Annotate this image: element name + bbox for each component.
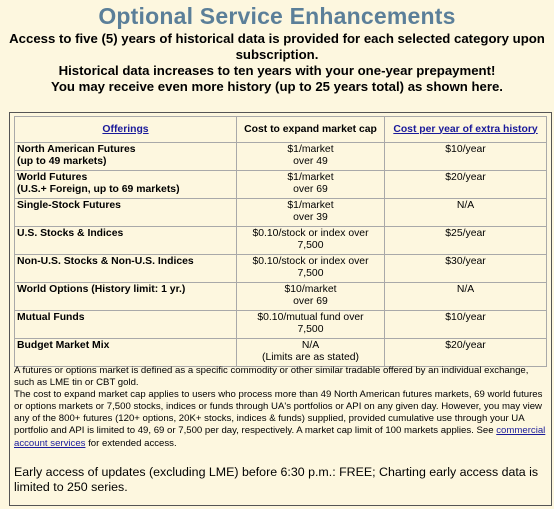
offerings-link[interactable]: Offerings — [102, 123, 149, 135]
market-cap-cost-value: 7,500 — [297, 268, 324, 279]
offering-label: (up to 49 markets) — [17, 156, 107, 167]
market-cap-cost-cell: $0.10/mutual fund over 7,500 — [236, 310, 385, 339]
market-cap-cost-cell: $1/market over 69 — [236, 170, 385, 199]
market-cap-cost-value: over 69 — [293, 296, 328, 307]
offering-cell: Non-U.S. Stocks & Non-U.S. Indices — [14, 254, 237, 283]
market-cap-cost-value: $10/market — [284, 284, 337, 295]
market-cap-cost-cell: $10/market over 69 — [236, 282, 385, 311]
intro-line: subscription. — [235, 47, 319, 62]
market-cap-notes: A futures or options market is defined a… — [14, 365, 548, 450]
offering-label: World Futures — [17, 172, 88, 183]
history-cost-cell: N/A — [384, 282, 547, 311]
intro-line: Historical data increases to ten years w… — [58, 63, 496, 78]
table-row: Non-U.S. Stocks & Non-U.S. Indices $0.10/… — [14, 254, 547, 283]
offerings-panel: Offerings Cost to expand market cap Cost… — [9, 112, 552, 506]
table-row: North American Futures (up to 49 markets)… — [14, 142, 547, 171]
history-cost-link[interactable]: Cost per year of extra history — [393, 123, 538, 135]
history-cost-cell: $10/year — [384, 142, 547, 171]
history-cost-cell: N/A — [384, 198, 547, 227]
table-row: World Futures (U.S.+ Foreign, up to 69 ma… — [14, 170, 547, 199]
market-cap-note-suffix: for extended access. — [85, 437, 177, 449]
offerings-column-header: Offerings — [14, 116, 237, 143]
market-cap-cost-value: $0.10/stock or index over — [252, 228, 369, 239]
history-cost-cell: $20/year — [384, 338, 547, 367]
market-cap-cost-value: $0.10/mutual fund over — [257, 312, 364, 323]
market-cap-note-text: The cost to expand market cap applies to… — [14, 389, 543, 437]
market-cap-cost-value: over 69 — [293, 184, 328, 195]
intro-line: Access to five (5) years of historical d… — [9, 31, 545, 46]
offering-label: North American Futures — [17, 144, 136, 155]
commercial-account-services-link[interactable]: commercial account services — [14, 425, 546, 449]
offering-label: U.S. Stocks & Indices — [17, 228, 124, 239]
market-cap-note: The cost to expand market cap applies to… — [14, 389, 548, 449]
offering-cell: Budget Market Mix — [14, 338, 237, 367]
offering-label: Budget Market Mix — [17, 340, 110, 351]
market-cap-cost-value: (Limits are as stated) — [261, 352, 359, 363]
market-cap-cost-cell: $0.10/stock or index over 7,500 — [236, 226, 385, 255]
offering-cell: World Futures (U.S.+ Foreign, up to 69 ma… — [14, 170, 237, 199]
market-cap-cost-value: over 39 — [293, 212, 328, 223]
offering-label: (U.S.+ Foreign, up to 69 markets) — [17, 184, 180, 195]
offerings-table: Offerings Cost to expand market cap Cost… — [14, 116, 547, 367]
offering-cell: Single-Stock Futures — [14, 198, 237, 227]
offering-cell: U.S. Stocks & Indices — [14, 226, 237, 255]
offering-cell: Mutual Funds — [14, 310, 237, 339]
market-cap-cost-value: N/A — [301, 340, 320, 351]
offering-cell: World Options (History limit: 1 yr.) — [14, 282, 237, 311]
table-row: Budget Market Mix N/A (Limits are as state… — [14, 338, 547, 367]
market-cap-cost-value: $0.10/stock or index over — [252, 256, 369, 267]
table-row: Mutual Funds $0.10/mutual fund over 7,500 $… — [14, 310, 547, 339]
offering-label: World Options (History limit: 1 yr.) — [17, 284, 186, 295]
market-cap-cost-value: 7,500 — [297, 240, 324, 251]
market-cap-cost-value: over 49 — [293, 156, 328, 167]
offering-label: Non-U.S. Stocks & Non-U.S. Indices — [17, 256, 194, 267]
market-cap-cost-cell: N/A (Limits are as stated) — [236, 338, 385, 367]
offering-cell: North American Futures (up to 49 markets) — [14, 142, 237, 171]
page-title: Optional Service Enhancements — [98, 3, 456, 29]
offering-label: Mutual Funds — [17, 312, 85, 323]
intro-text: Access to five (5) years of historical d… — [0, 31, 554, 95]
market-cap-cost-value: $1/market — [287, 172, 334, 183]
history-cost-cell: $30/year — [384, 254, 547, 283]
futures-definition-note: A futures or options market is defined a… — [14, 365, 529, 389]
history-cost-cell: $25/year — [384, 226, 547, 255]
market-cap-cost-cell: $1/market over 49 — [236, 142, 385, 171]
early-access-note: Early access of updates (excluding LME) … — [14, 465, 539, 494]
market-cap-cost-cell: $0.10/stock or index over 7,500 — [236, 254, 385, 283]
market-cap-cost-value: 7,500 — [297, 324, 324, 335]
table-row: Single-Stock Futures $1/market over 39 N/A — [14, 198, 547, 227]
offering-label: Single-Stock Futures — [17, 200, 121, 211]
table-header-row: Offerings Cost to expand market cap Cost… — [14, 116, 547, 143]
cost-column-header: Cost to expand market cap — [236, 116, 385, 143]
market-cap-cost-cell: $1/market over 39 — [236, 198, 385, 227]
history-column-header: Cost per year of extra history — [384, 116, 547, 143]
table-row: U.S. Stocks & Indices $0.10/stock or inde… — [14, 226, 547, 255]
market-cap-cost-value: $1/market — [287, 200, 334, 211]
history-cost-cell: $10/year — [384, 310, 547, 339]
history-cost-cell: $20/year — [384, 170, 547, 199]
table-row: World Options (History limit: 1 yr.) $10/… — [14, 282, 547, 311]
intro-line: You may receive even more history (up to… — [51, 79, 503, 94]
market-cap-cost-value: $1/market — [287, 144, 334, 155]
